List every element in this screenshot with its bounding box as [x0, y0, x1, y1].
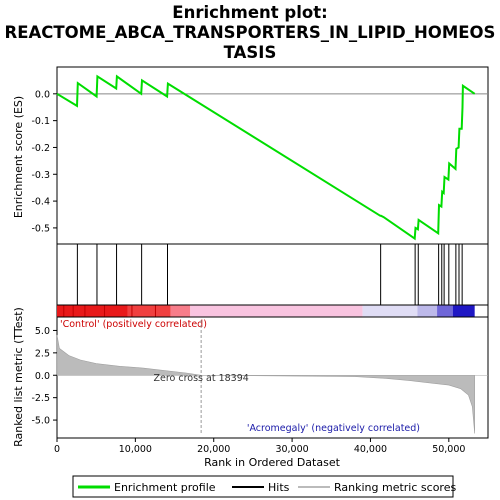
- ranking-metric-area: [56, 334, 475, 434]
- es-y-tick-label: 0.0: [35, 89, 50, 100]
- x-tick-label: 30,000: [275, 444, 308, 455]
- x-axis: 0 10,000 20,000 30,000 40,000 50,000: [54, 438, 465, 455]
- colorbar-segment: [127, 305, 171, 317]
- colorbar-segment: [437, 305, 453, 317]
- colorbar-segment: [417, 305, 438, 317]
- enrichment-profile-curve: [56, 74, 476, 241]
- colorbar-stripe: [104, 305, 106, 317]
- metric-y-axis-label: Ranked list metric (TTest): [12, 307, 25, 447]
- zero-cross-label: Zero cross at 18394: [153, 373, 248, 384]
- metric-y-tick-label: 2.5: [35, 348, 50, 359]
- es-y-axis: 0.0 -0.1 -0.2 -0.3 -0.4 -0.5: [31, 89, 57, 234]
- legend: Enrichment profile Hits Ranking metric s…: [72, 475, 456, 498]
- metric-y-tick-label: -2.5: [31, 393, 50, 404]
- x-tick-label: 10,000: [119, 444, 152, 455]
- colorbar-stripe: [131, 305, 133, 317]
- legend-metric-label: Ranking metric scores: [334, 481, 456, 494]
- colorbar-segment: [170, 305, 191, 317]
- metric-y-tick-label: -5.0: [31, 416, 50, 427]
- chart-title-line-2: REACTOME_ABCA_TRANSPORTERS_IN_LIPID_HOME…: [5, 23, 496, 42]
- rank-colorbar: [57, 305, 475, 317]
- colorbar-stripe: [72, 305, 74, 317]
- metric-y-tick-label: 0.0: [35, 371, 50, 382]
- x-tick-label: 40,000: [354, 444, 387, 455]
- enrichment-profile-line: [56, 74, 476, 241]
- es-y-tick-label: -0.2: [31, 143, 50, 154]
- colorbar-stripe: [154, 305, 156, 317]
- es-y-axis-label: Enrichment score (ES): [12, 96, 25, 218]
- x-tick-label: 50,000: [432, 444, 465, 455]
- chart-title-line-1: Enrichment plot:: [172, 3, 327, 22]
- colorbar-segment: [452, 305, 475, 317]
- metric-y-axis: 5.0 2.5 0.0 -2.5 -5.0: [31, 326, 57, 427]
- es-y-tick-label: -0.4: [31, 197, 50, 208]
- es-y-tick-label: -0.5: [31, 223, 50, 234]
- negative-correlation-label: 'Acromegaly' (negatively correlated): [247, 423, 420, 434]
- x-axis-label: Rank in Ordered Dataset: [204, 456, 341, 469]
- hits-panel-frame: [56, 243, 489, 306]
- metric-panel-frame: [56, 316, 489, 439]
- positive-correlation-label: 'Control' (positively correlated): [60, 319, 207, 330]
- x-tick-label: 0: [54, 444, 60, 455]
- hit-marks: [76, 244, 463, 305]
- colorbar-segment: [190, 305, 363, 317]
- colorbar-stripe: [84, 305, 86, 317]
- es-y-tick-label: -0.3: [31, 170, 50, 181]
- ranked-metric-area: [56, 334, 488, 434]
- legend-enrichment-label: Enrichment profile: [114, 481, 216, 494]
- colorbar-stripe: [63, 305, 65, 317]
- es-y-tick-label: -0.1: [31, 116, 50, 127]
- colorbar-segment: [57, 305, 128, 317]
- colorbar-segment: [362, 305, 418, 317]
- x-tick-label: 20,000: [197, 444, 230, 455]
- chart-title-line-3: TASIS: [224, 43, 277, 62]
- metric-y-tick-label: 5.0: [35, 326, 50, 337]
- legend-hits-label: Hits: [268, 481, 290, 494]
